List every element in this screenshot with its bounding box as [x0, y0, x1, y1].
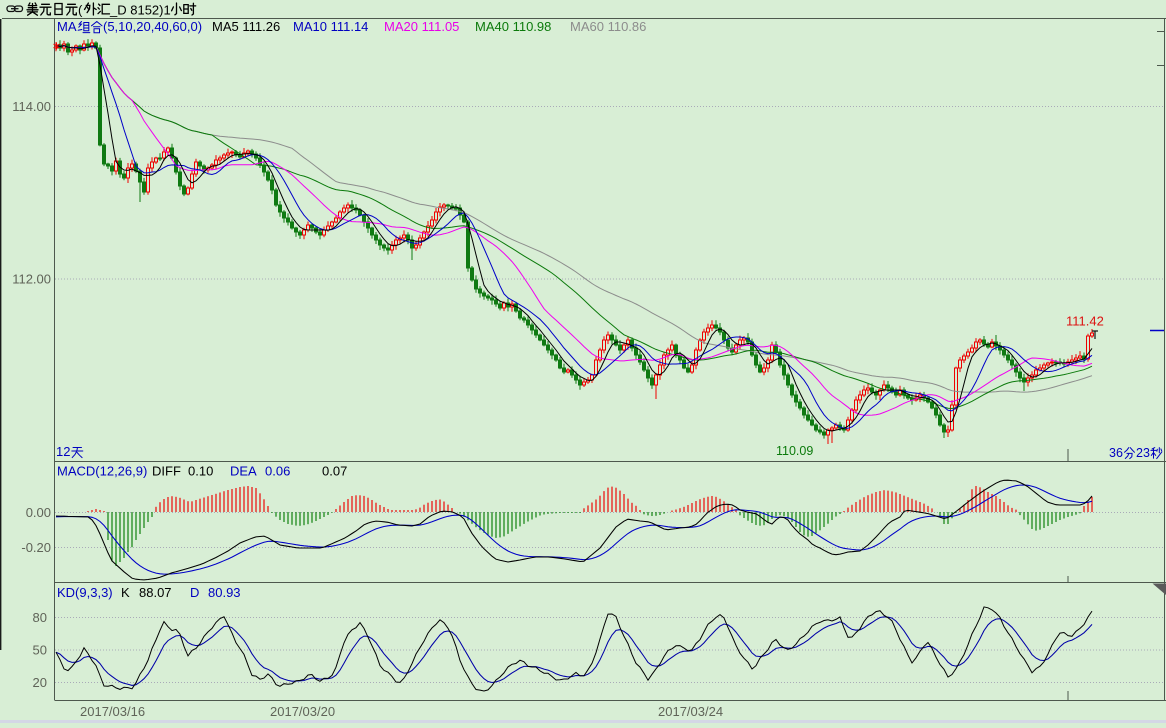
- svg-text:_D 8152)1: _D 8152)1: [109, 3, 171, 18]
- svg-text:111.42: 111.42: [1066, 314, 1104, 329]
- svg-text:MA10 111.14: MA10 111.14: [293, 19, 368, 34]
- svg-text:80: 80: [33, 610, 47, 625]
- svg-text:2017/03/20: 2017/03/20: [270, 704, 335, 719]
- svg-text:88.07: 88.07: [139, 585, 172, 600]
- svg-text:20: 20: [33, 675, 47, 690]
- svg-text:23: 23: [1136, 446, 1150, 460]
- svg-text:112.00: 112.00: [12, 272, 51, 287]
- svg-text:(: (: [78, 3, 83, 18]
- svg-text:0.06: 0.06: [265, 464, 290, 479]
- svg-text:MA5 111.26: MA5 111.26: [212, 19, 280, 34]
- svg-text:114.00: 114.00: [12, 99, 51, 114]
- svg-text:0.10: 0.10: [188, 464, 213, 479]
- svg-text:KD(9,3,3): KD(9,3,3): [57, 585, 113, 600]
- svg-text:110.09: 110.09: [776, 444, 813, 458]
- svg-text:MA40 110.98: MA40 110.98: [475, 19, 551, 34]
- svg-text:MA60 110.86: MA60 110.86: [570, 19, 646, 34]
- svg-text:(5,10,20,40,60,0): (5,10,20,40,60,0): [103, 19, 202, 34]
- svg-text:2017/03/16: 2017/03/16: [80, 704, 145, 719]
- svg-text:12: 12: [56, 444, 70, 459]
- svg-text:DIFF: DIFF: [152, 464, 181, 479]
- svg-text:2017/03/24: 2017/03/24: [658, 704, 723, 719]
- svg-text:K: K: [121, 585, 130, 600]
- svg-text:-0.20: -0.20: [21, 540, 51, 555]
- svg-text:80.93: 80.93: [208, 585, 241, 600]
- svg-text:MA20 111.05: MA20 111.05: [384, 19, 459, 34]
- svg-text:0.07: 0.07: [322, 464, 347, 479]
- svg-text:0.00: 0.00: [26, 505, 51, 520]
- svg-text:DEA: DEA: [230, 464, 257, 479]
- svg-text:50: 50: [33, 643, 47, 658]
- svg-text:36: 36: [1109, 446, 1123, 460]
- svg-text:MACD(12,26,9): MACD(12,26,9): [57, 464, 147, 479]
- svg-text:MA: MA: [57, 19, 77, 34]
- svg-text:D: D: [190, 585, 199, 600]
